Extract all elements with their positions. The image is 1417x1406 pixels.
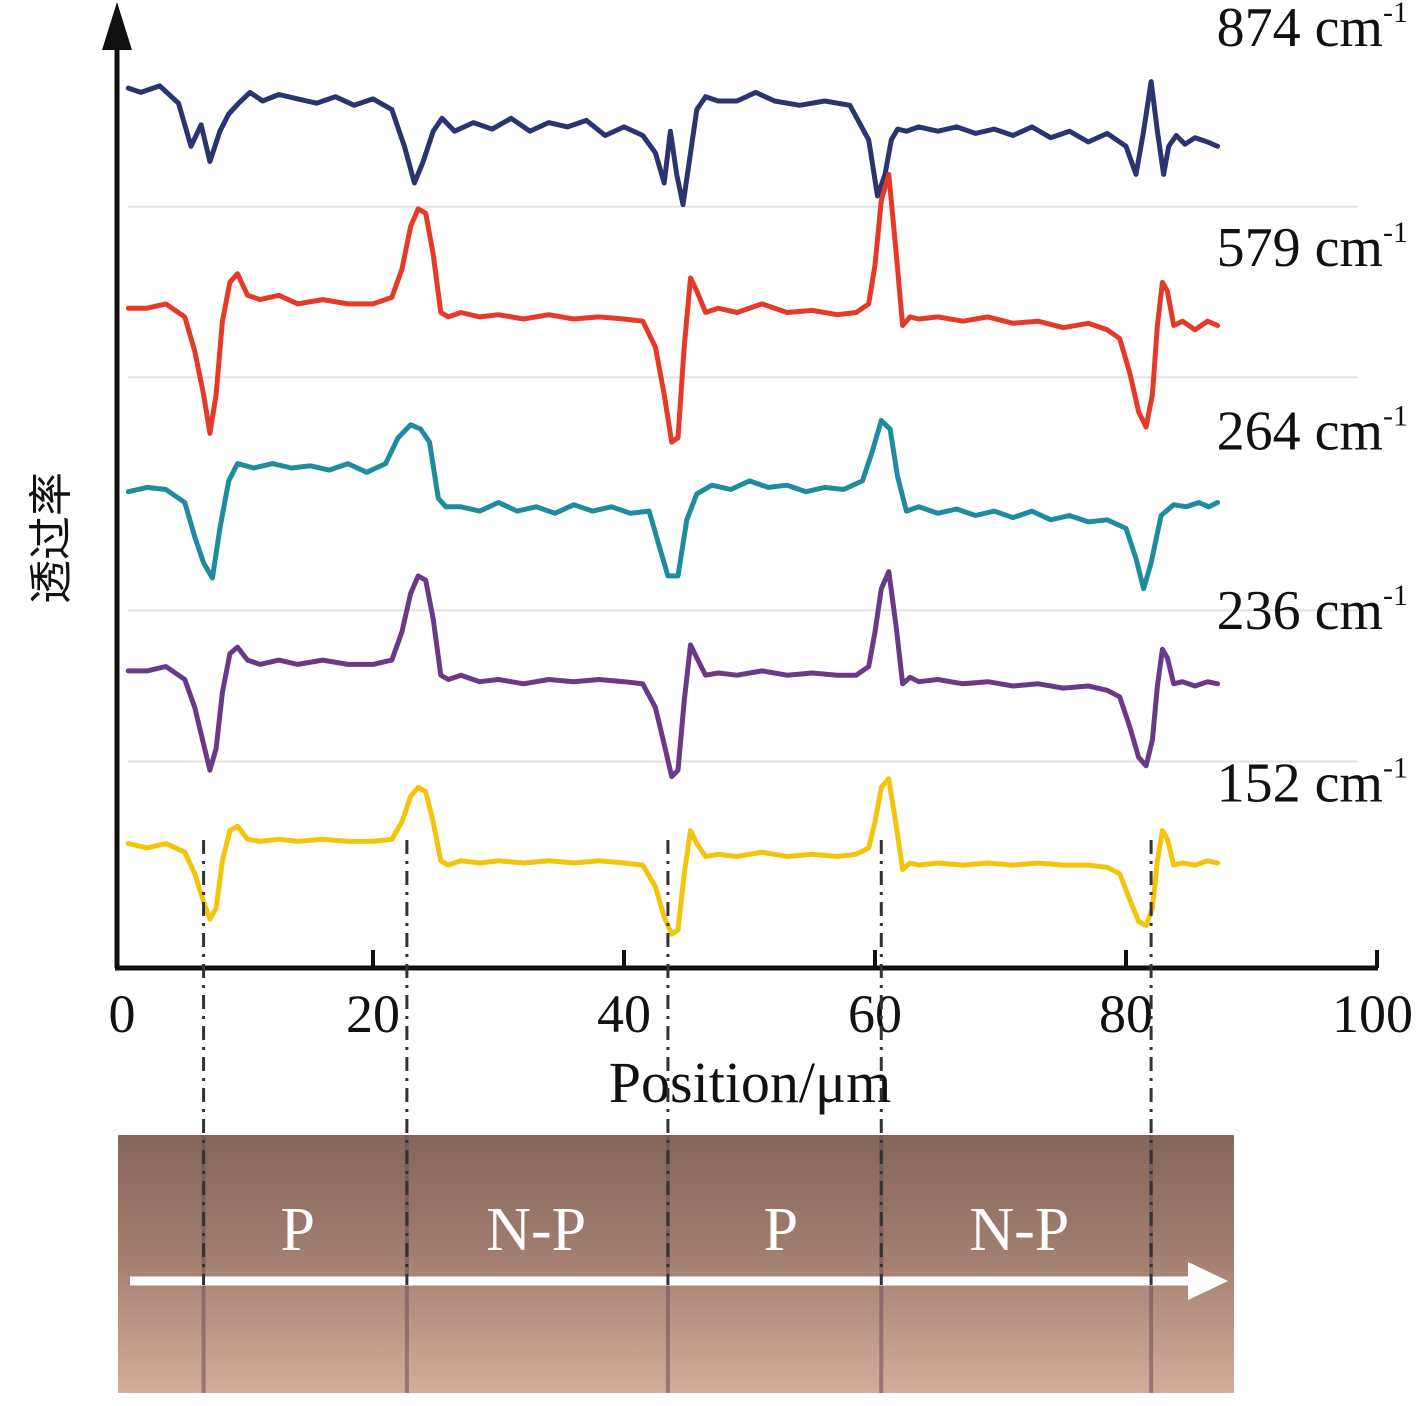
boundary-marker-lines [202,840,1153,1285]
x-tick-label: 100 [1332,984,1413,1044]
series-line [125,79,1221,208]
series-label: 264 cm-1 [1217,400,1408,463]
series-label: 236 cm-1 [1217,579,1408,642]
series-line [125,776,1221,937]
micrograph-background [118,1135,1234,1393]
x-tick-label: 60 [848,984,902,1044]
y-axis-arrow-icon [102,2,132,50]
x-tick-label: 20 [346,984,400,1044]
x-ticks: 0 20 40 60 80 100 [109,950,1413,1044]
series-labels: 874 cm-1 579 cm-1 264 cm-1 236 cm-1 152 cm-1 [1217,0,1408,815]
x-tick-label: 40 [597,984,651,1044]
scan-direction-arrow-head-icon [1188,1262,1228,1300]
axes [102,2,1378,971]
series-label: 579 cm-1 [1217,216,1408,279]
y-axis-title: 透过率 [27,472,76,604]
region-label: P [764,1196,798,1264]
region-label: N-P [969,1196,1069,1264]
sample-micrograph: P N-P P N-P [118,1135,1234,1393]
series-line [125,171,1221,445]
region-label: N-P [486,1196,586,1264]
series-line [125,569,1221,780]
series-layer [125,79,1221,937]
series-line [125,418,1221,592]
region-labels: P N-P P N-P [280,1196,1069,1264]
series-label: 152 cm-1 [1217,752,1408,815]
series-label: 874 cm-1 [1217,0,1408,59]
region-label: P [280,1196,314,1264]
x-tick-label: 80 [1099,984,1153,1044]
x-axis-title: Position/μm [609,1050,892,1115]
x-tick-label: 0 [109,984,136,1044]
